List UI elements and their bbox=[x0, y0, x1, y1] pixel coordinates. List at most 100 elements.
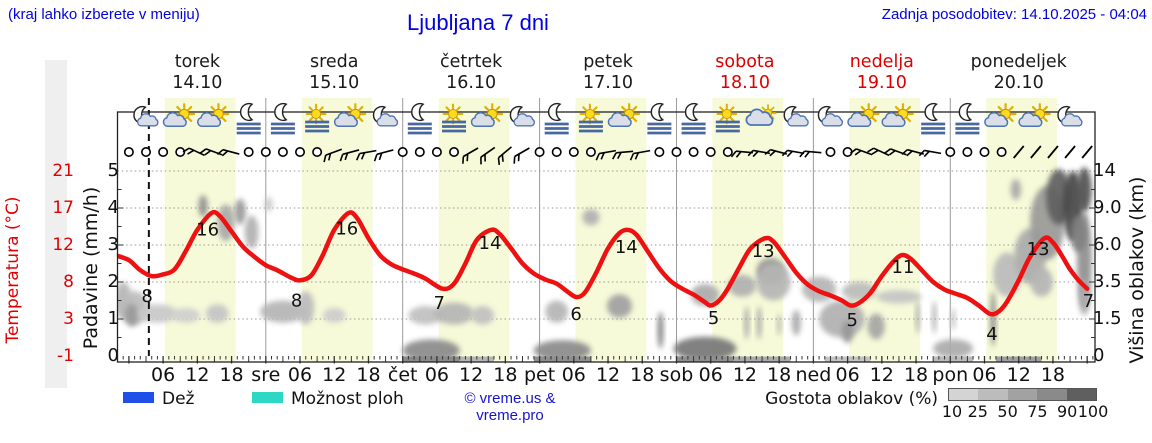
fog-icon bbox=[544, 122, 569, 135]
cloud-blob bbox=[124, 304, 139, 327]
density-tick-label: 25 bbox=[967, 402, 988, 421]
cloud-blob bbox=[744, 306, 749, 340]
wind-slash-icon bbox=[1030, 145, 1042, 159]
hour-ticks bbox=[117, 189, 1095, 364]
weather-icon-moon-fog bbox=[544, 102, 569, 135]
cloud-blob bbox=[137, 304, 178, 323]
wind-barb-icon bbox=[355, 149, 377, 161]
wind-barb-icon bbox=[323, 148, 343, 163]
wind-calm-icon bbox=[431, 147, 442, 157]
cloud-icon bbox=[607, 112, 632, 128]
copyright-link[interactable]: © vreme.us & vreme.pro bbox=[464, 390, 556, 424]
time-tick-label: 18 bbox=[904, 364, 928, 386]
time-tick-label: sob bbox=[660, 364, 694, 386]
wind-calm-icon bbox=[688, 147, 699, 157]
day-date: 17.10 bbox=[582, 73, 634, 93]
wind-barb-icon bbox=[799, 150, 822, 158]
density-tick-label: 10 bbox=[941, 402, 963, 421]
density-step bbox=[1007, 389, 1038, 400]
moon-icon bbox=[684, 102, 699, 122]
wind-barb-icon bbox=[781, 149, 805, 158]
fog-icon bbox=[270, 122, 295, 135]
cloud-blob bbox=[260, 300, 306, 323]
cloud-blob bbox=[171, 307, 201, 323]
time-tick-label: sre bbox=[251, 364, 280, 386]
fog-icon bbox=[305, 120, 330, 133]
weather-icon-sun-cloud bbox=[847, 103, 880, 128]
moon-icon bbox=[411, 102, 425, 122]
wind-barb-icon bbox=[216, 148, 240, 157]
weather-icon-moon-fog bbox=[270, 102, 295, 135]
moon-icon bbox=[274, 102, 288, 122]
time-tick-label: pet bbox=[524, 364, 555, 386]
wind-calm-icon bbox=[996, 147, 1007, 157]
cloud-blob bbox=[471, 306, 494, 325]
wind-slash-icon bbox=[1047, 145, 1059, 159]
cloud-icon bbox=[745, 108, 774, 126]
time-tick-label: 18 bbox=[219, 364, 243, 386]
time-tick-label: 12 bbox=[185, 364, 209, 386]
wind-calm-icon bbox=[397, 147, 408, 157]
wind-symbols-row bbox=[123, 145, 1093, 166]
precipitation-tick: 3 bbox=[107, 234, 119, 255]
weather-icon-moon-cloud bbox=[783, 105, 809, 127]
day-label-ponedeljek: ponedeljek 20.10 bbox=[949, 52, 1089, 94]
wind-barb-icon bbox=[182, 147, 205, 157]
moon-icon bbox=[239, 102, 254, 122]
rain-legend-swatch bbox=[123, 392, 154, 403]
wind-calm-icon bbox=[449, 147, 460, 157]
density-tick-label: 75 bbox=[1027, 402, 1048, 421]
wind-calm-icon bbox=[312, 147, 323, 157]
cloud-blob bbox=[434, 302, 474, 325]
sun-icon bbox=[579, 103, 601, 125]
day-date: 20.10 bbox=[993, 73, 1044, 93]
daylight-bands bbox=[164, 98, 1057, 362]
cloud-icon bbox=[137, 113, 159, 127]
time-tick-label: 18 bbox=[630, 364, 654, 386]
cloud-blob bbox=[841, 320, 854, 344]
weather-icon-sun-fog bbox=[305, 103, 330, 133]
cloud-blob bbox=[1030, 267, 1053, 297]
cloud-icon bbox=[470, 112, 495, 128]
wind-calm-icon bbox=[962, 147, 973, 157]
weather-icon-moon-fog bbox=[955, 102, 980, 135]
time-tick-label: 06 bbox=[288, 364, 312, 386]
weather-icon-moon-cloud bbox=[509, 105, 535, 127]
temperature-tick: 17 bbox=[52, 198, 74, 218]
sun-icon bbox=[716, 103, 738, 125]
day-label-torek: torek 14.10 bbox=[127, 52, 267, 94]
day-name: sreda bbox=[309, 52, 359, 72]
weather-icon-sun-cloud bbox=[1018, 103, 1051, 128]
cloud-blob bbox=[322, 307, 346, 323]
cloud-blob bbox=[990, 291, 996, 347]
weather-icon-moon-fog bbox=[647, 102, 672, 135]
cloud-blob bbox=[606, 294, 632, 318]
weather-icon-cloud-sun bbox=[745, 104, 777, 126]
wind-calm-icon bbox=[979, 147, 990, 157]
wind-calm-icon bbox=[551, 147, 562, 157]
day-label-sreda: sreda 15.10 bbox=[264, 52, 404, 94]
temperature-tick: -1 bbox=[57, 346, 74, 366]
cloud-blob bbox=[950, 307, 956, 331]
day-name: nedelja bbox=[849, 52, 914, 72]
time-tick-label: 12 bbox=[1007, 364, 1031, 386]
cloud-blob bbox=[545, 300, 569, 323]
plot-frame bbox=[116, 111, 1096, 363]
page-title: Ljubljana 7 dni bbox=[407, 10, 549, 35]
cloud-blob bbox=[198, 195, 208, 218]
cloud-icon bbox=[984, 112, 1009, 128]
wind-calm-icon bbox=[671, 147, 682, 157]
wind-barb-icon bbox=[339, 149, 360, 162]
cloud-icon bbox=[162, 112, 187, 128]
wind-barb-icon bbox=[462, 147, 479, 164]
wind-calm-icon bbox=[158, 147, 169, 157]
weather-icon-sun-cloud bbox=[881, 103, 914, 128]
cloud-icon bbox=[787, 113, 809, 127]
temperature-curve bbox=[117, 209, 1090, 317]
day-label-četrtek: četrtek 16.10 bbox=[401, 52, 541, 94]
cloud-blob bbox=[1070, 215, 1087, 253]
precipitation-tick: 5 bbox=[107, 160, 119, 181]
day-name: torek bbox=[174, 52, 220, 72]
weather-icon-moon-fog bbox=[681, 102, 706, 135]
time-tick-label: 12 bbox=[596, 364, 620, 386]
